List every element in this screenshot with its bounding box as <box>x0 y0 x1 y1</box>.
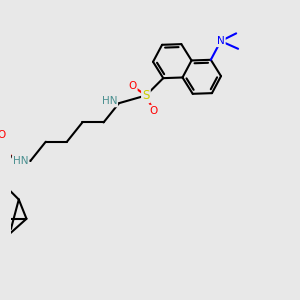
Text: N: N <box>217 36 225 46</box>
Text: HN: HN <box>101 96 117 106</box>
Text: O: O <box>128 81 136 91</box>
Text: HN: HN <box>13 156 28 166</box>
Text: O: O <box>0 130 6 140</box>
Text: O: O <box>149 106 158 116</box>
Text: S: S <box>142 89 150 102</box>
